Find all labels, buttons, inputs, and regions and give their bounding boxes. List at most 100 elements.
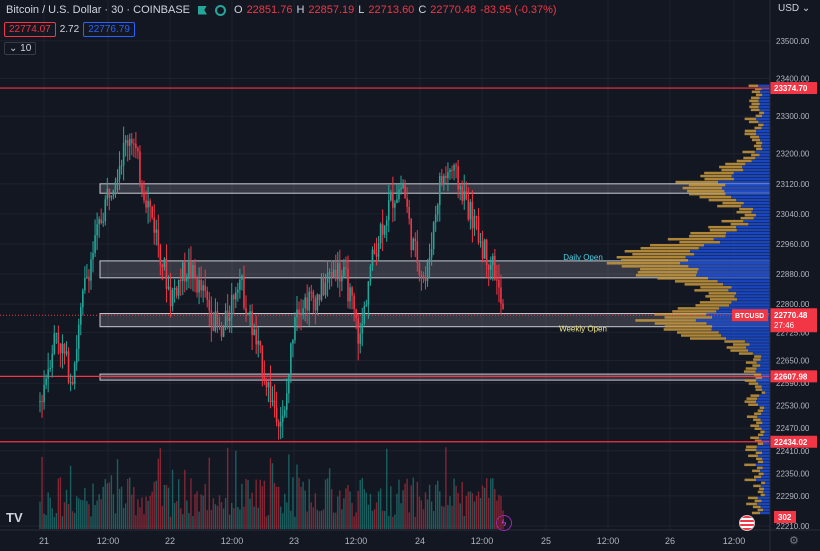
volume-bar [251, 492, 253, 529]
us-flag-icon[interactable] [739, 515, 755, 531]
volume-profile-bar [758, 403, 770, 406]
volume-profile-bar [754, 499, 762, 503]
candle-body [181, 262, 184, 282]
candle-body [92, 253, 94, 260]
symbol-title[interactable]: Bitcoin / U.S. Dollar · 30 · COINBASE [6, 4, 190, 16]
volume-bar [330, 489, 333, 529]
volume-profile-bar [751, 102, 760, 106]
candle-body [151, 206, 153, 218]
volume-profile-bar [744, 340, 770, 343]
volume-bar [239, 509, 241, 529]
volume-profile-bar [744, 213, 757, 217]
volume-bar [473, 501, 476, 529]
currency-selector[interactable]: USD ⌄ [778, 3, 811, 14]
volume-bar [149, 495, 151, 529]
volume-bar [273, 483, 276, 529]
candle-body [84, 277, 86, 291]
volume-bar [222, 508, 225, 529]
volume-profile-bar [759, 135, 770, 139]
y-tick-label: 22725.00 [776, 328, 810, 337]
candle-body [130, 138, 133, 144]
eye-icon[interactable] [215, 4, 226, 16]
candle-body [392, 193, 394, 208]
volume-profile-bar [753, 207, 770, 211]
volume-profile-bar [697, 271, 770, 274]
volume-profile-bar [640, 268, 699, 271]
volume-profile-bar [736, 210, 752, 214]
volume-profile-bar [724, 340, 745, 343]
volume-profile-bar [755, 156, 770, 160]
y-tick-label: 22530.00 [776, 402, 810, 411]
volume-bar [76, 496, 78, 529]
volume-bar [426, 499, 429, 529]
candle-body [230, 295, 233, 318]
volume-profile-bar [760, 469, 770, 473]
volume-bar [67, 503, 70, 529]
volume-bar [247, 480, 249, 529]
volume-bar [165, 484, 168, 529]
candle-body [326, 272, 329, 283]
candle-body [487, 265, 490, 270]
candle-body [436, 205, 439, 215]
indicator-toggle[interactable]: ⌄ 10 [4, 42, 37, 55]
volume-profile-bar [762, 93, 770, 97]
volume-profile-bar [748, 454, 758, 458]
candle-body [473, 216, 476, 229]
volume-bar [80, 499, 82, 529]
change-value: -83.95 (-0.37%) [480, 4, 557, 16]
volume-bar [420, 500, 423, 529]
volume-profile-bar [719, 307, 770, 310]
candle-body [502, 303, 504, 310]
y-tick-label: 22470.00 [776, 424, 810, 433]
candle-body [416, 241, 419, 264]
volume-bar [202, 495, 204, 529]
candle-body [322, 278, 325, 296]
volume-profile-bar [751, 96, 760, 100]
volume-bar [463, 516, 465, 529]
candle-body [336, 263, 339, 280]
volume-profile-bar [763, 472, 770, 476]
volume-profile-bar [757, 490, 764, 494]
volume-bar [153, 482, 155, 529]
volume-bar [304, 490, 306, 529]
volume-profile-bar [754, 355, 762, 358]
volume-profile-bar [764, 487, 770, 491]
volume-profile-bar [725, 183, 770, 187]
volume-profile-bar [759, 424, 770, 427]
candle-body [406, 198, 408, 207]
y-tick-label: 23040.00 [776, 210, 810, 219]
buy-price-button[interactable]: 22776.79 [83, 22, 135, 37]
volume-profile-bar [680, 262, 770, 265]
volume-bar [485, 478, 488, 529]
sell-price-button[interactable]: 22774.07 [4, 22, 56, 37]
volume-bar [371, 510, 374, 529]
lightning-icon[interactable]: ϟ [496, 515, 512, 531]
candle-body [447, 172, 449, 179]
volume-profile-bar [758, 472, 764, 476]
volume-profile-bar [754, 87, 762, 91]
volume-profile-bar [744, 117, 757, 121]
volume-bar [177, 479, 180, 529]
candle-body [159, 245, 162, 265]
countdown-label: 27:46 [774, 321, 795, 330]
candle-body [147, 200, 149, 208]
price-level-label: 22434.02 [774, 438, 808, 447]
candle-body [94, 235, 96, 254]
gear-icon[interactable]: ⚙ [789, 535, 799, 547]
candle-body [82, 290, 84, 308]
volume-bar [347, 485, 349, 529]
volume-profile-bar [746, 502, 757, 506]
volume-profile-bar [754, 439, 762, 443]
volume-profile-bar [736, 225, 770, 229]
volume-profile-bar [764, 406, 770, 409]
candle-body [477, 216, 480, 243]
volume-bar [71, 511, 74, 529]
symbol-tag [732, 309, 768, 322]
flag-icon[interactable] [198, 5, 207, 15]
volume-profile-bar [760, 430, 765, 433]
volume-bar [43, 513, 45, 529]
candle-body [320, 278, 323, 300]
volume-profile-bar [740, 216, 754, 220]
